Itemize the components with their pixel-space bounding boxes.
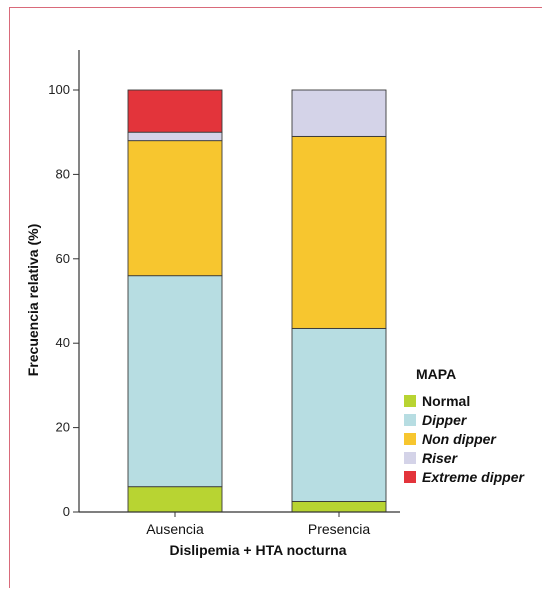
legend: MAPA Normal Dipper Non dipper Riser Extreme … [404,366,525,485]
y-tick-label: 0 [63,504,70,519]
x-tick-label: Ausencia [146,521,204,537]
y-tick-label: 40 [56,335,70,350]
bar-stack [127,89,223,513]
y-tick-label: 100 [48,82,70,97]
bar-segment [127,275,223,488]
legend-label: Dipper [422,412,468,428]
y-tick-label: 80 [56,166,70,181]
legend-swatch [404,414,416,426]
legend-label: Normal [422,393,470,409]
bar-segment [127,140,223,277]
x-axis-title: Dislipemia + HTA nocturna [170,542,347,558]
bar-stack [291,89,387,513]
legend-label: Extreme dipper [422,469,525,485]
bar-segment [291,501,387,513]
legend-label: Riser [422,450,459,466]
y-tick-label: 20 [56,420,70,435]
legend-label: Non dipper [422,431,497,447]
bar-segment [291,89,387,137]
legend-swatch [404,433,416,445]
bar-segment [127,486,223,513]
bar-segment [291,135,387,329]
legend-swatch [404,452,416,464]
y-axis-title: Frecuencia relativa (%) [25,224,41,377]
legend-title: MAPA [416,366,456,382]
y-tick-label: 60 [56,251,70,266]
bar-segment [291,327,387,502]
bar-segment [127,131,223,142]
x-tick-label: Presencia [308,521,370,537]
legend-swatch [404,395,416,407]
legend-swatch [404,471,416,483]
bar-segment [127,89,223,133]
figure-frame [9,7,542,588]
